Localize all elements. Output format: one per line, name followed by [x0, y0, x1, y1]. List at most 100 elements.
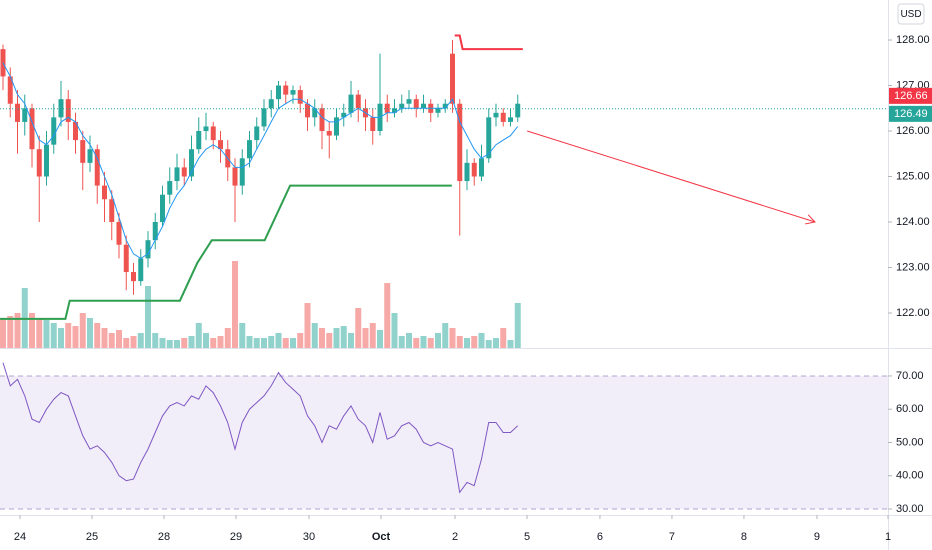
volume-bar — [463, 338, 470, 348]
moving-average — [2, 62, 519, 259]
candle-body — [413, 99, 419, 109]
volume-bar — [145, 286, 151, 348]
rsi-tick-label: 30.00 — [896, 503, 924, 515]
candle-body — [355, 94, 361, 109]
volume-bar — [152, 333, 159, 348]
x-tick-label: 30 — [303, 531, 315, 543]
volume-bar — [282, 338, 289, 348]
volume-bar — [326, 333, 333, 348]
candle-body — [22, 108, 28, 122]
volume-bar — [471, 336, 478, 348]
candle-body — [457, 103, 463, 182]
candle-body — [29, 108, 35, 150]
x-tick-label: 6 — [597, 531, 603, 543]
volume-bar — [29, 313, 36, 348]
x-tick-label: 1 — [885, 531, 891, 543]
volume-bar — [347, 333, 354, 348]
volume-bar — [36, 318, 43, 348]
volume-bar — [58, 328, 65, 348]
y-tick-label: 125.00 — [896, 170, 930, 182]
volume-bar — [101, 328, 108, 348]
candle-body — [36, 149, 42, 177]
candle-body — [391, 108, 397, 113]
candle-body — [188, 149, 194, 177]
volume-bar — [50, 323, 57, 348]
candle-body — [210, 126, 216, 141]
volume-bar — [7, 316, 14, 348]
candle-body — [73, 121, 79, 141]
candle-body — [58, 99, 64, 118]
volume-bar — [456, 336, 463, 348]
x-tick-label: 24 — [14, 531, 26, 543]
candle-body — [159, 194, 165, 222]
x-tick-label: 28 — [158, 531, 170, 543]
rsi-line — [2, 362, 519, 494]
volume-bar — [427, 338, 434, 348]
volume-bar — [137, 333, 144, 348]
candle-body — [290, 90, 296, 95]
volume-bar — [318, 328, 325, 348]
currency: USD — [900, 9, 921, 20]
resistance-line — [454, 34, 523, 51]
volume-bar — [217, 336, 224, 348]
x-tick-label: 7 — [669, 531, 675, 543]
currency-box[interactable] — [897, 3, 925, 25]
candle-body — [87, 149, 93, 163]
x-tick-label: 5 — [524, 531, 530, 543]
y-tick-label: 124.00 — [896, 216, 930, 228]
candle-body — [116, 221, 122, 245]
candle-body — [246, 140, 252, 159]
candle-body — [109, 199, 115, 222]
volume-bar — [79, 313, 86, 348]
volume-bar — [297, 333, 304, 348]
volume-bar — [14, 313, 21, 348]
volume-bar — [449, 328, 456, 348]
volume-bar — [420, 336, 427, 348]
candle-body — [232, 167, 238, 186]
volume-bar — [311, 323, 318, 348]
volume-bar — [485, 340, 492, 348]
volume-bar — [253, 338, 260, 348]
volume-bar — [43, 320, 50, 348]
candle-body — [297, 90, 303, 104]
volume-bar — [173, 340, 180, 348]
candle-body — [7, 76, 13, 104]
volume-bar — [108, 333, 115, 348]
x-tick-label: 2 — [452, 531, 458, 543]
candle-body — [261, 108, 267, 127]
x-tick-label: 25 — [86, 531, 98, 543]
candle-body — [80, 140, 86, 163]
rsi-tick-label: 60.00 — [896, 403, 924, 415]
candle-body — [254, 126, 260, 141]
candle-body — [0, 49, 6, 77]
price-label: 126.66 — [894, 90, 928, 102]
trend-arrow — [527, 130, 815, 222]
candle-body — [123, 244, 129, 273]
candle-body — [486, 117, 492, 159]
candle-body — [15, 103, 21, 122]
candle-body — [239, 158, 245, 186]
volume-bar — [333, 328, 340, 348]
candle-body — [471, 162, 477, 177]
candle-body — [275, 85, 281, 100]
volume-bar — [246, 336, 253, 348]
candle-body — [370, 117, 376, 132]
volume-bar — [202, 333, 209, 348]
volume-bar — [87, 318, 94, 348]
volume-bar — [500, 328, 507, 348]
candle-body — [152, 221, 158, 241]
volume-bar — [123, 338, 130, 348]
volume-bar — [492, 338, 499, 348]
candle-body — [268, 99, 274, 109]
volume-bar — [188, 336, 195, 348]
volume-bar — [398, 336, 405, 348]
x-tick-label: 8 — [741, 531, 747, 543]
candle-body — [442, 103, 448, 109]
candle-body — [449, 53, 455, 104]
candle-body — [51, 117, 57, 145]
volume-bar — [514, 303, 521, 348]
volume-bar — [65, 323, 72, 348]
candle-body — [435, 108, 441, 113]
